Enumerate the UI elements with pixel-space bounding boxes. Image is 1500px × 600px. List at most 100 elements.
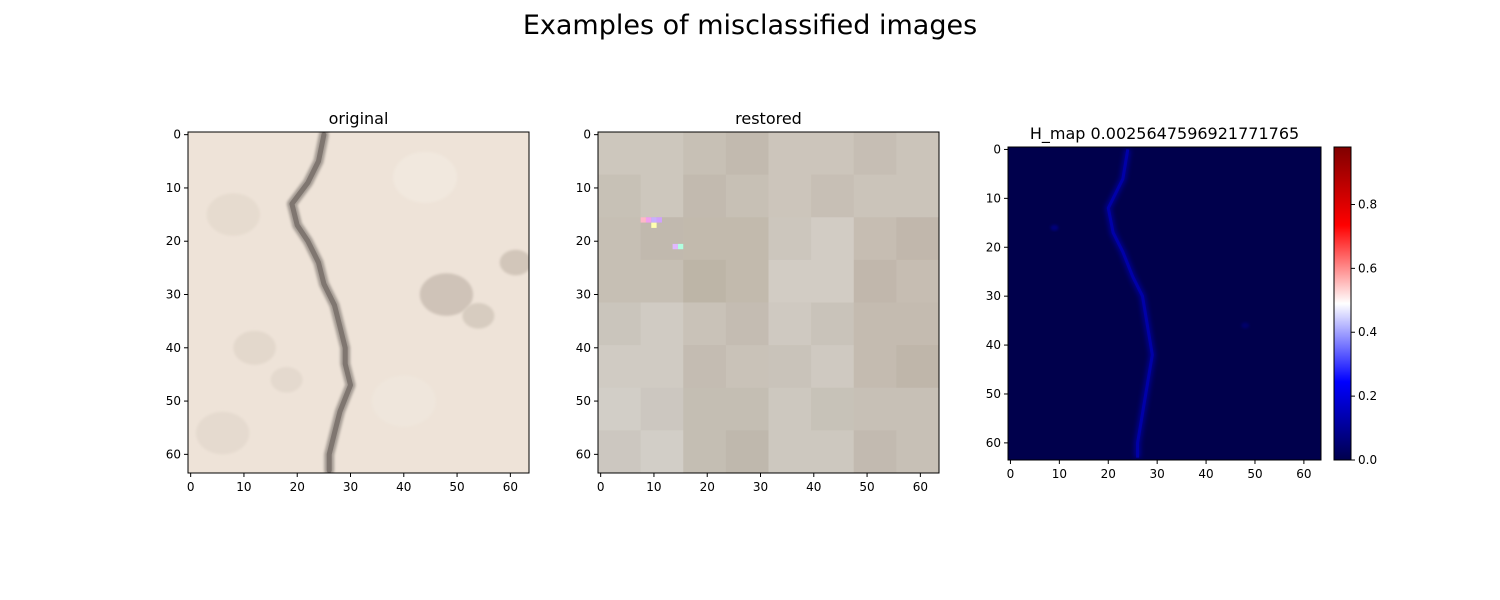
restored-block <box>598 302 684 389</box>
y-tick-label: 50 <box>986 387 1001 401</box>
colorbar-tick-label: 0.8 <box>1358 197 1377 211</box>
colorbar-tick-label: 0.0 <box>1358 453 1377 467</box>
y-tick-label: 30 <box>166 288 181 302</box>
colorbar-tick-label: 0.4 <box>1358 325 1377 339</box>
y-tick-label: 60 <box>576 447 591 461</box>
noise-pixel <box>651 217 657 223</box>
restored-block <box>853 132 940 218</box>
y-tick-label: 60 <box>166 447 181 461</box>
x-tick-label: 0 <box>1007 467 1015 481</box>
texture-spot <box>499 249 529 276</box>
panel-hmap: H_map 0.0025647596921771765 0 10 20 30 40 50 60… <box>986 124 1322 481</box>
figure-title: Examples of misclassified images <box>523 10 977 41</box>
original-image <box>188 132 529 473</box>
colorbar-tick-label: 0.6 <box>1358 261 1377 275</box>
x-tick-label: 10 <box>646 480 661 494</box>
x-tick-label: 30 <box>1150 467 1165 481</box>
image-background <box>188 132 529 473</box>
y-tick-label: 60 <box>986 436 1001 450</box>
y-tick-label: 40 <box>166 341 181 355</box>
axes-frame <box>597 131 940 474</box>
restored-subblock <box>768 345 812 388</box>
hmap-background <box>1008 147 1321 460</box>
restored-subblock <box>811 387 854 431</box>
texture-spot <box>371 375 436 427</box>
restored-image <box>598 132 940 474</box>
restored-subblock <box>853 430 897 473</box>
y-tick-label: 0 <box>173 128 181 142</box>
restored-subblock <box>896 345 939 388</box>
y-tick-label: 40 <box>986 338 1001 352</box>
texture-spot <box>419 273 474 316</box>
texture-spot <box>233 330 276 365</box>
x-tick-label: 60 <box>503 480 518 494</box>
y-tick-label: 0 <box>993 142 1001 156</box>
restored-block <box>683 387 769 474</box>
restored-subblock <box>811 302 854 346</box>
panel-restored: restored 0 10 20 30 40 50 60 0 10 20 30 40 50 60 <box>576 109 940 494</box>
x-tick-label: 40 <box>806 480 821 494</box>
panel-title: restored <box>735 109 802 128</box>
panel-original: original 0 10 20 30 40 50 60 0 10 20 30 40 50 60 <box>166 109 530 494</box>
panel-title: original <box>329 109 389 128</box>
x-tick-label: 40 <box>396 480 411 494</box>
texture-spot <box>195 411 250 455</box>
restored-subblock <box>896 217 939 260</box>
y-tick-label: 20 <box>576 234 591 248</box>
x-tick-label: 0 <box>597 480 605 494</box>
y-tick-label: 0 <box>583 128 591 142</box>
x-tick-label: 30 <box>753 480 768 494</box>
y-tick-label: 10 <box>166 181 181 195</box>
axes-frame <box>1007 146 1322 461</box>
restored-block <box>768 132 855 218</box>
y-tick-label: 20 <box>986 240 1001 254</box>
x-tick-label: 20 <box>290 480 305 494</box>
x-tick-label: 50 <box>859 480 874 494</box>
restored-subblock <box>640 387 684 431</box>
restored-subblock <box>725 302 769 346</box>
texture-spot <box>206 193 260 236</box>
noise-pixel <box>651 222 657 228</box>
noise-pixel <box>656 217 662 223</box>
x-tick-label: 0 <box>187 480 195 494</box>
restored-subblock <box>768 217 812 260</box>
x-tick-label: 40 <box>1198 467 1213 481</box>
hmap-spot <box>1050 224 1059 231</box>
restored-block <box>768 302 855 389</box>
restored-subblock <box>853 132 897 175</box>
restored-block <box>768 217 855 303</box>
restored-block <box>853 217 940 303</box>
x-tick-label: 60 <box>913 480 928 494</box>
texture-spot <box>270 366 303 393</box>
panel-title: H_map 0.0025647596921771765 <box>1030 124 1299 144</box>
hmap-spot <box>1241 322 1250 329</box>
colorbar: 0.0 0.2 0.4 0.6 0.8 <box>1333 146 1377 467</box>
restored-subblock <box>598 430 641 473</box>
axes-frame <box>187 131 530 474</box>
restored-block <box>683 217 769 303</box>
colorbar-tick-label: 0.2 <box>1358 389 1377 403</box>
x-tick-label: 10 <box>236 480 251 494</box>
restored-block <box>598 217 684 303</box>
x-tick-label: 50 <box>449 480 464 494</box>
y-tick-label: 20 <box>166 234 181 248</box>
restored-subblock <box>853 259 897 303</box>
texture-spot <box>462 303 495 329</box>
y-tick-label: 30 <box>986 289 1001 303</box>
restored-subblock <box>640 217 684 260</box>
x-tick-label: 20 <box>700 480 715 494</box>
x-tick-label: 60 <box>1296 467 1311 481</box>
colorbar-frame <box>1333 146 1352 461</box>
noise-pixel <box>645 217 652 223</box>
colorbar-gradient <box>1334 147 1351 460</box>
x-tick-label: 20 <box>1101 467 1116 481</box>
restored-block <box>598 132 684 218</box>
texture-spot <box>393 151 458 203</box>
crack-line <box>289 132 353 473</box>
y-tick-label: 40 <box>576 341 591 355</box>
restored-subblock <box>598 174 641 218</box>
noise-pixel <box>640 217 646 223</box>
restored-subblock <box>725 430 769 473</box>
x-tick-label: 50 <box>1247 467 1262 481</box>
